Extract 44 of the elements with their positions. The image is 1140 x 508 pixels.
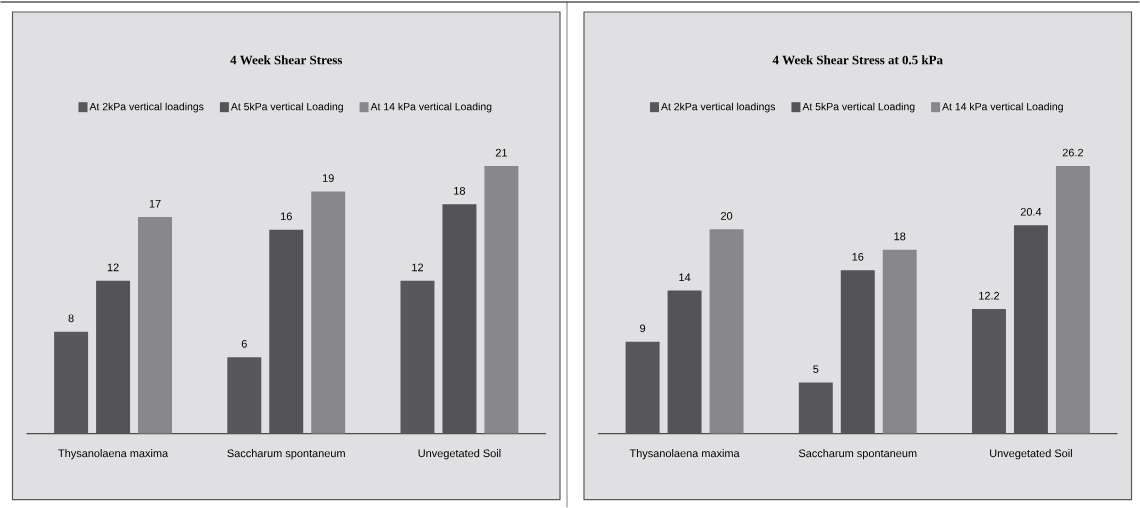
- data-label: 18: [454, 186, 466, 195]
- data-label: 12: [107, 263, 119, 272]
- bar: [709, 229, 744, 434]
- legend-label: At 14 kPa vertical Loading: [942, 102, 1063, 113]
- bar: [54, 331, 89, 434]
- data-label: 5: [813, 365, 819, 374]
- bar: [484, 165, 519, 434]
- chart-title: 4 Week Shear Stress: [230, 55, 343, 65]
- legend-label: At 2kPa vertical loadings: [661, 102, 776, 113]
- data-label: 18: [894, 232, 906, 241]
- bar: [625, 341, 660, 434]
- data-label: 12: [412, 263, 424, 272]
- bar: [972, 308, 1006, 434]
- bar: [882, 249, 917, 434]
- data-label: 14: [679, 273, 691, 282]
- data-label: 20.4: [1020, 207, 1042, 216]
- bar: [311, 191, 346, 434]
- bar: [798, 382, 833, 434]
- data-label: 20: [721, 212, 733, 220]
- data-label: 6: [241, 339, 247, 348]
- legend-label: At 14 kPa vertical Loading: [370, 102, 492, 113]
- data-label: 26.2: [1062, 148, 1084, 157]
- chart-title: 4 Week Shear Stress at 0.5 kPa: [772, 55, 943, 65]
- data-label: 8: [68, 314, 74, 323]
- data-label: 17: [149, 199, 161, 208]
- bar: [400, 280, 435, 434]
- data-label: 19: [322, 174, 334, 182]
- legend-label: At 2kPa vertical loadings: [89, 102, 204, 113]
- legend-label: At 5kPa vertical Loading: [230, 102, 343, 113]
- bar: [138, 216, 173, 434]
- data-label: 16: [852, 252, 864, 261]
- data-label: 21: [495, 148, 507, 157]
- x-tick-label: Unvegetated Soil: [990, 449, 1072, 460]
- x-tick-label: Saccharum spontaneum: [798, 449, 917, 460]
- data-label: 12.2: [979, 291, 1000, 300]
- legend-label: At 5kPa vertical Loading: [802, 102, 915, 113]
- data-label: 9: [640, 324, 646, 333]
- x-tick-label: Unvegetated Soil: [418, 449, 501, 460]
- x-tick-label: Thysanolaena maxima: [58, 449, 169, 460]
- bar: [227, 357, 262, 434]
- data-label: 16: [280, 212, 292, 221]
- x-tick-label: Thysanolaena maxima: [629, 449, 740, 460]
- bar: [1055, 165, 1090, 434]
- x-tick-label: Saccharum spontaneum: [227, 449, 345, 460]
